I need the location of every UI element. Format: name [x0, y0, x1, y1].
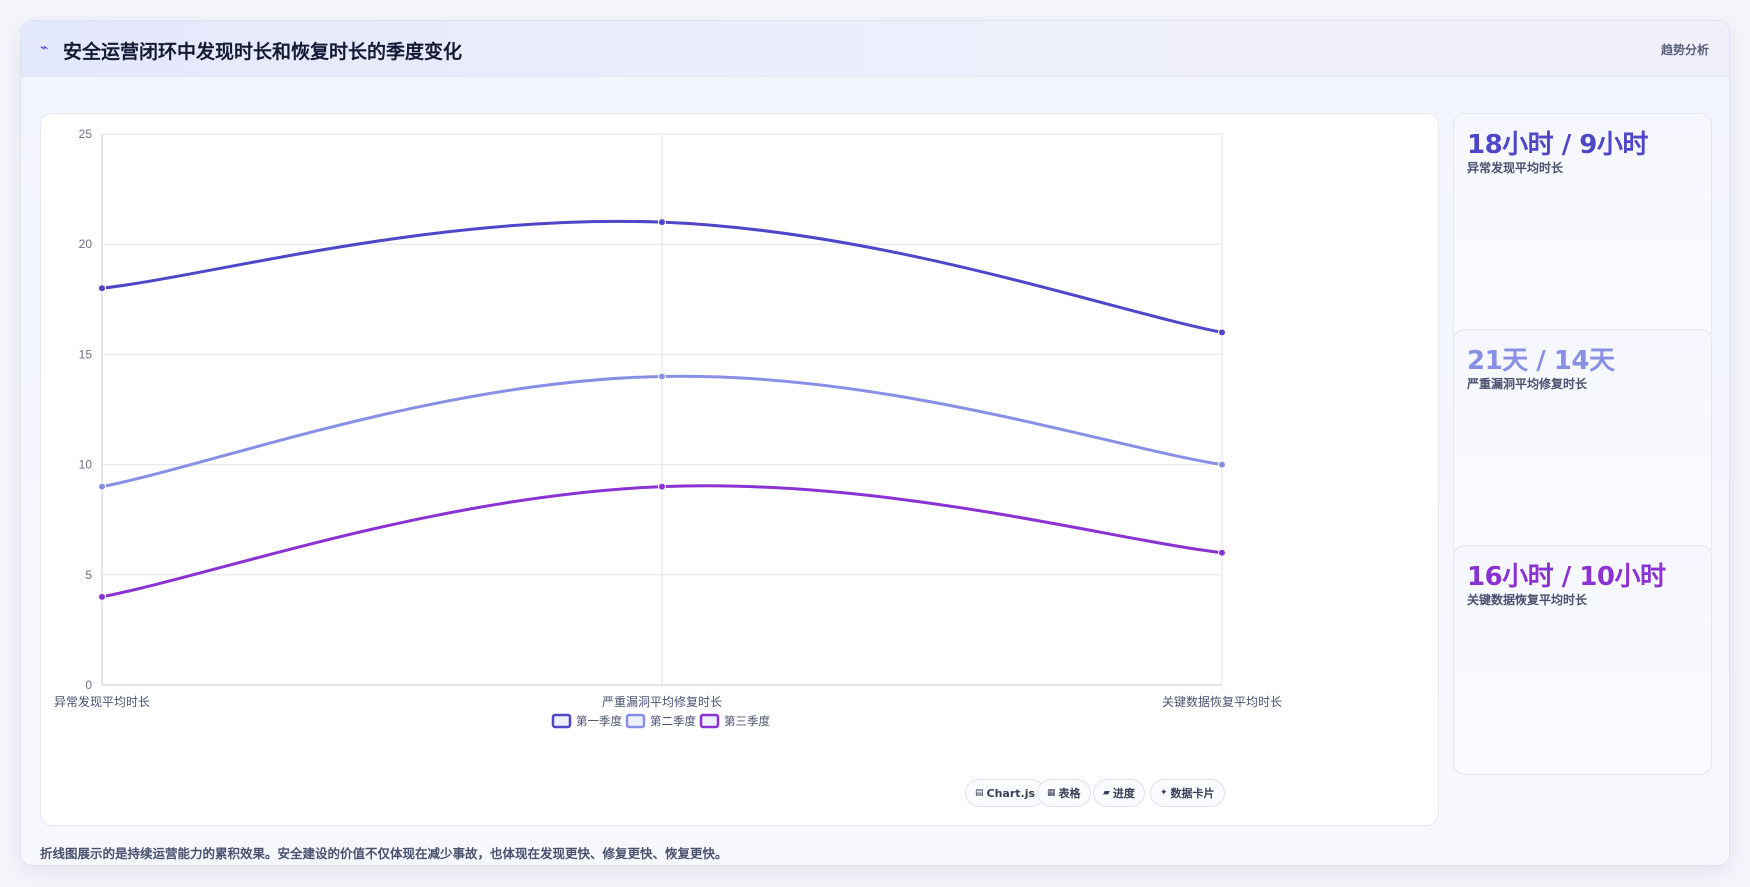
x-tick-label: 关键数据恢复平均时长: [1162, 694, 1282, 709]
data-point: [658, 372, 666, 381]
y-tick-label: 10: [79, 458, 93, 472]
chip-chartjs[interactable]: ▤ Chart.js: [965, 779, 1046, 807]
chip-table[interactable]: ▦ 表格: [1037, 779, 1091, 807]
stat-card-discovery: 18小时 / 9小时 异常发现平均时长: [1453, 113, 1712, 343]
stat-value: 21天 / 14天: [1467, 346, 1615, 376]
data-point: [98, 284, 106, 293]
chip-progress[interactable]: ▰ 进度: [1093, 779, 1145, 807]
stat-label: 异常发现平均时长: [1467, 161, 1564, 175]
y-tick-label: 20: [79, 237, 93, 251]
legend-label: 第二季度: [650, 714, 696, 728]
data-point: [1218, 460, 1226, 469]
y-tick-label: 15: [79, 347, 93, 361]
data-point: [1218, 328, 1226, 337]
stat-value: 18小时 / 9小时: [1467, 130, 1648, 160]
stat-label: 关键数据恢复平均时长: [1467, 593, 1588, 607]
chip-data-card[interactable]: ✦ 数据卡片: [1150, 779, 1225, 807]
card-icon: ✦: [1160, 788, 1168, 798]
chip-label: Chart.js: [986, 786, 1036, 800]
y-tick-label: 5: [85, 568, 92, 582]
data-point: [98, 592, 106, 601]
x-tick-label: 严重漏洞平均修复时长: [602, 694, 722, 709]
stat-card-vuln-fix: 21天 / 14天 严重漏洞平均修复时长: [1453, 329, 1712, 559]
legend-swatch: [551, 713, 572, 729]
progress-icon: ▰: [1103, 788, 1110, 798]
stat-value: 16小时 / 10小时: [1467, 562, 1666, 592]
legend-label: 第三季度: [724, 714, 770, 728]
chip-label: 进度: [1112, 787, 1135, 800]
legend-swatch: [625, 713, 646, 729]
legend-label: 第一季度: [576, 714, 622, 728]
analysis-card: ⌁ 安全运营闭环中发现时长和恢复时长的季度变化 趋势分析 0 5 10 15 20 25 异…: [20, 20, 1730, 866]
data-point: [658, 482, 666, 491]
pulse-icon: ⌁: [40, 40, 49, 56]
table-icon: ▦: [1047, 788, 1056, 798]
y-tick-label: 0: [85, 678, 92, 692]
legend-swatch: [699, 713, 720, 729]
chart-panel: 0 5 10 15 20 25 异常发现平均时长 严重漏洞平均修复时长 关键数据恢复平均时长第一…: [40, 113, 1439, 826]
card-body: 0 5 10 15 20 25 异常发现平均时长 严重漏洞平均修复时长 关键数据恢复平均时长 第一…: [21, 77, 1729, 865]
line-chart: 0 5 10 15 20 25 异常发现平均时长 严重漏洞平均修复时长 关键数据恢复平均时长第一…: [54, 127, 1282, 729]
chip-label: 数据卡片: [1170, 787, 1215, 800]
data-point: [1218, 548, 1226, 557]
card-header: ⌁ 安全运营闭环中发现时长和恢复时长的季度变化 趋势分析: [21, 21, 1729, 77]
page-title: 安全运营闭环中发现时长和恢复时长的季度变化: [63, 41, 463, 63]
stat-card-data-recovery: 16小时 / 10小时 关键数据恢复平均时长: [1453, 545, 1712, 775]
bar-chart-icon: ▤: [975, 788, 984, 798]
trend-analysis-tag: 趋势分析: [1660, 43, 1709, 57]
data-point: [658, 218, 666, 227]
data-point: [98, 482, 106, 491]
chart-footnote: 折线图展示的是持续运营能力的累积效果。安全建设的价值不仅体现在减少事故，也体现在…: [40, 846, 728, 861]
chip-label: 表格: [1058, 787, 1081, 800]
x-tick-label: 异常发现平均时长: [54, 694, 150, 709]
stat-label: 严重漏洞平均修复时长: [1467, 377, 1588, 391]
y-tick-label: 25: [79, 127, 93, 141]
